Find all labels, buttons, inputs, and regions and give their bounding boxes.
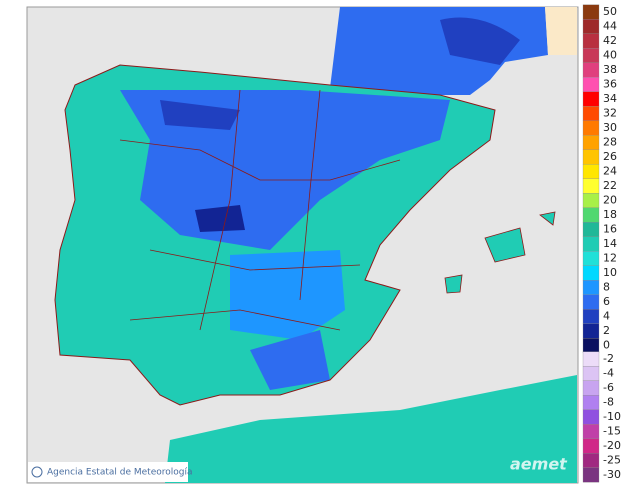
mallorca xyxy=(484,227,526,263)
legend-label: -2 xyxy=(603,352,614,365)
legend-swatch xyxy=(582,4,600,20)
legend-swatch xyxy=(582,323,600,339)
legend-label: 50 xyxy=(603,5,617,18)
legend-swatch xyxy=(582,309,600,324)
legend-swatch xyxy=(582,366,600,381)
legend-swatch xyxy=(582,207,600,223)
legend-swatch xyxy=(582,438,600,454)
legend-swatch xyxy=(582,48,600,63)
legend-label: 42 xyxy=(603,34,617,47)
legend-label: 0 xyxy=(603,339,610,352)
legend-label: 30 xyxy=(603,121,617,134)
legend-swatch xyxy=(582,149,600,165)
legend-swatch xyxy=(582,19,600,34)
legend-label: 32 xyxy=(603,107,617,120)
mountains xyxy=(195,205,245,232)
legend-swatch xyxy=(582,193,600,208)
legend-swatch xyxy=(582,424,600,439)
legend-label: -10 xyxy=(603,410,621,423)
legend-label: 16 xyxy=(603,223,617,236)
legend-label: 14 xyxy=(603,237,617,250)
cold-center xyxy=(230,250,345,340)
legend-label: 10 xyxy=(603,266,617,279)
legend-label: 24 xyxy=(603,165,617,178)
coast-border xyxy=(54,64,496,406)
legend-label: 18 xyxy=(603,208,617,221)
legend: 5044424038363432302826242220181614121086… xyxy=(582,4,621,483)
credit: Agencia Estatal de Meteorología xyxy=(47,468,193,478)
legend-label: 2 xyxy=(603,324,610,337)
legend-label: 28 xyxy=(603,136,617,149)
logo: aemet xyxy=(510,455,568,474)
legend-label: 44 xyxy=(603,20,617,33)
legend-swatch xyxy=(582,453,600,468)
credit-icon xyxy=(31,466,43,478)
legend-swatch xyxy=(582,178,600,194)
legend-swatch xyxy=(582,62,600,78)
alps-cold xyxy=(440,17,520,65)
legend-label: 40 xyxy=(603,49,617,62)
legend-swatch xyxy=(582,395,600,410)
legend-swatch xyxy=(582,77,600,92)
legend-label: -20 xyxy=(603,439,621,452)
mountains-north xyxy=(160,100,240,130)
legend-swatch xyxy=(582,351,600,367)
legend-label: 26 xyxy=(603,150,617,163)
legend-label: 34 xyxy=(603,92,617,105)
legend-swatch xyxy=(582,265,600,281)
legend-swatch xyxy=(582,135,600,150)
ibiza xyxy=(444,274,463,294)
legend-label: -4 xyxy=(603,367,614,380)
legend-label: -8 xyxy=(603,396,614,409)
legend-label: 4 xyxy=(603,310,610,323)
legend-swatch xyxy=(582,338,600,353)
legend-swatch xyxy=(582,33,600,49)
legend-swatch xyxy=(582,467,600,483)
legend-swatch xyxy=(582,106,600,121)
legend-label: 22 xyxy=(603,179,617,192)
italy xyxy=(545,7,577,55)
legend-label: 36 xyxy=(603,78,617,91)
legend-swatch xyxy=(582,120,600,136)
legend-label: -6 xyxy=(603,381,614,394)
legend-label: 8 xyxy=(603,281,610,294)
legend-swatch xyxy=(582,164,600,179)
menorca xyxy=(539,211,556,226)
legend-swatch xyxy=(582,380,600,396)
cold-south xyxy=(250,330,330,390)
legend-swatch xyxy=(582,236,600,252)
legend-swatch xyxy=(582,280,600,295)
africa xyxy=(165,375,577,483)
legend-label: 20 xyxy=(603,194,617,207)
credit-box xyxy=(28,462,188,482)
legend-swatch xyxy=(582,294,600,310)
legend-label: 38 xyxy=(603,63,617,76)
region-borders xyxy=(119,89,401,331)
legend-swatch xyxy=(582,409,600,425)
legend-label: -25 xyxy=(603,454,621,467)
legend-label: 6 xyxy=(603,295,610,308)
map: Agencia Estatal de Meteorología aemet xyxy=(26,6,579,484)
legend-swatch xyxy=(582,91,600,107)
legend-label: -15 xyxy=(603,425,621,438)
legend-label: 12 xyxy=(603,252,617,265)
legend-swatch xyxy=(582,251,600,266)
legend-label: -30 xyxy=(603,468,621,481)
legend-swatch xyxy=(582,222,600,237)
